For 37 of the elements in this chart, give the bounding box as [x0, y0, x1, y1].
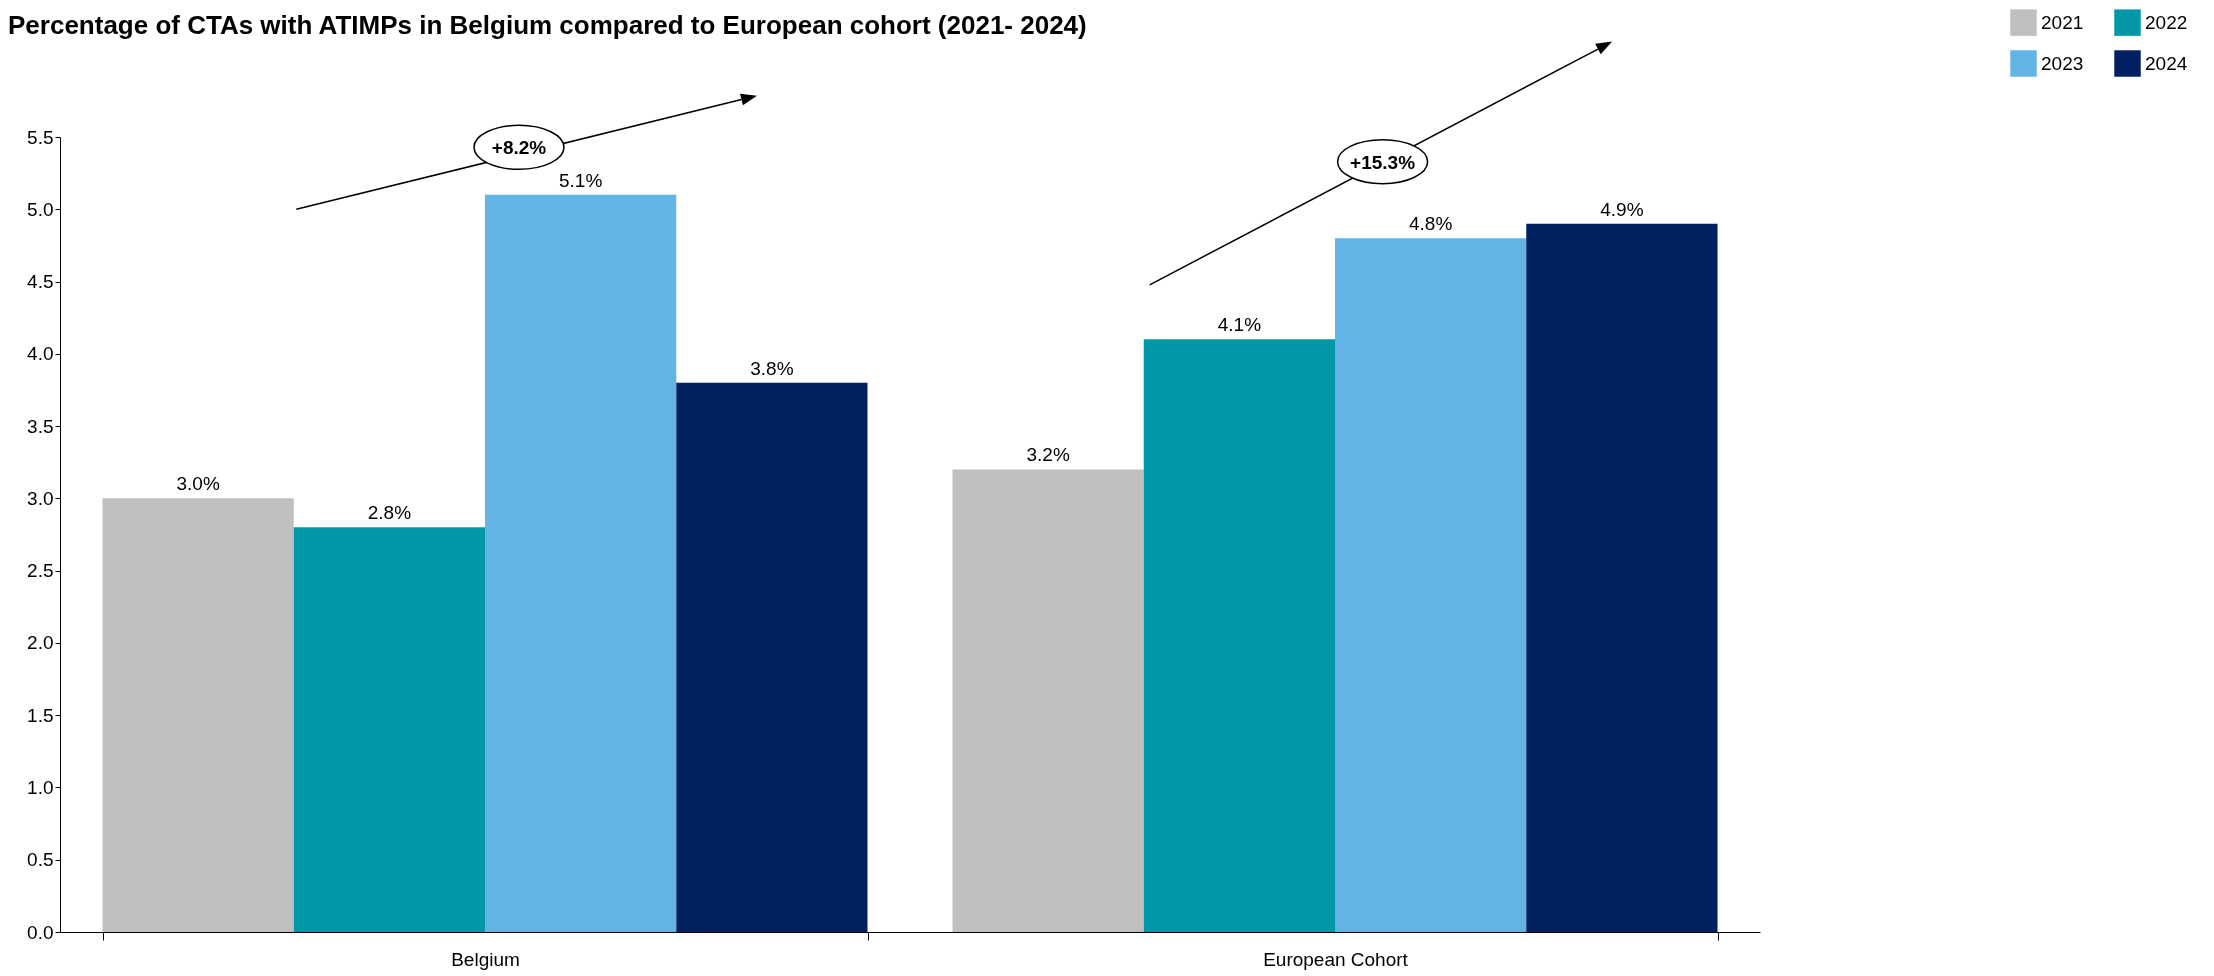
annotation: +8.2% [491, 137, 547, 159]
y-tick-label: 3.0 [27, 487, 54, 509]
bar [102, 498, 294, 932]
bar [1335, 238, 1527, 932]
chart-title: Percentage of CTAs with ATIMPs in Belgium compared to European cohort (2021- 2024) [8, 10, 1087, 40]
legend-label: 2024 [2145, 52, 2188, 74]
legend-label: 2022 [2145, 11, 2188, 33]
legend-label: 2021 [2041, 11, 2084, 33]
bar [293, 527, 485, 932]
x-tick-label: Belgium [451, 948, 520, 970]
bar [485, 194, 677, 932]
y-tick-label: 1.5 [27, 704, 54, 726]
data-label: 3.0% [176, 473, 220, 495]
y-tick-label: 5.0 [27, 198, 54, 220]
legend-label: 2023 [2041, 52, 2084, 74]
y-tick-label: 4.0 [27, 343, 54, 365]
data-label: 5.1% [558, 169, 603, 191]
data-label: 3.8% [750, 357, 794, 379]
y-tick-label: 3.5 [27, 415, 54, 437]
data-label: 4.8% [1408, 213, 1453, 235]
bar [952, 469, 1144, 932]
bar [1526, 223, 1718, 932]
y-tick-label: 2.0 [27, 632, 54, 654]
bar [1143, 339, 1335, 932]
x-tick-label: European Cohort [1263, 948, 1409, 970]
y-tick-label: 0.5 [27, 849, 54, 871]
y-tick-label: 5.5 [27, 126, 54, 148]
y-tick-label: 1.0 [27, 776, 54, 798]
y-tick-label: 4.5 [27, 271, 54, 293]
data-label: 4.1% [1217, 314, 1262, 336]
bar [676, 382, 868, 932]
annotation: +15.3% [1350, 151, 1416, 173]
data-label: 2.8% [367, 502, 412, 524]
y-tick-label: 2.5 [27, 560, 54, 582]
data-label: 4.9% [1600, 198, 1644, 220]
data-label: 3.2% [1026, 444, 1070, 466]
y-tick-label: 0.0 [27, 921, 54, 943]
